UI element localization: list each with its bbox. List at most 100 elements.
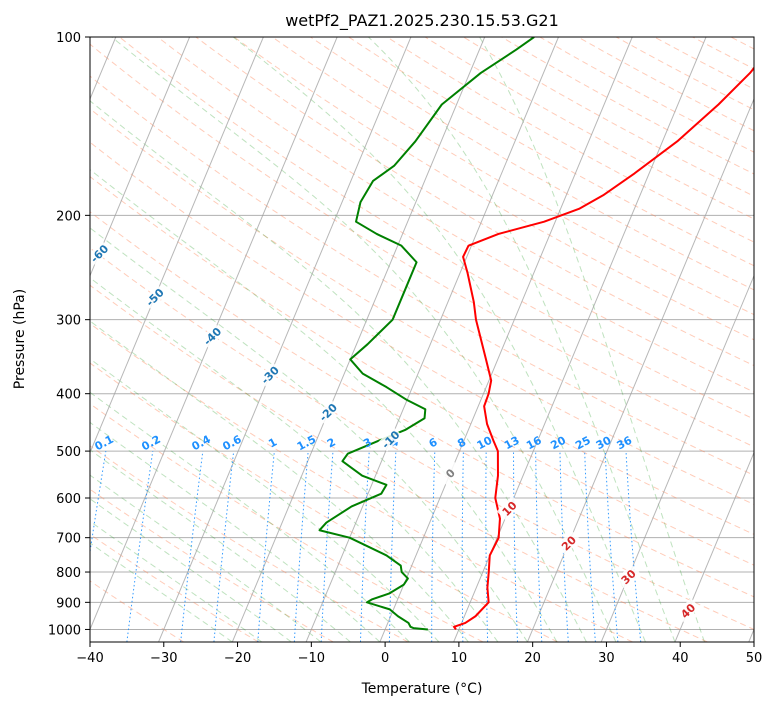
moist-adiabat [90,320,469,642]
mixing-ratio-line [257,451,275,642]
dry-adiabat [90,284,708,642]
isotherm-label-background [437,460,463,486]
dry-adiabat [90,43,754,448]
dry-adiabat [424,37,754,220]
moist-adiabat [90,421,381,642]
dry-adiabat [233,37,754,341]
moist-adiabat [90,474,322,642]
dry-adiabat [119,37,754,420]
moist-adiabat [110,37,617,642]
x-tick-label: −30 [150,651,177,666]
isotherm-label-background [496,495,522,521]
y-tick-label: 1000 [48,623,81,638]
moist-adiabat [90,358,440,642]
moist-adiabat [90,449,351,642]
isotherm-label-background [315,399,341,425]
isotherm-line [90,37,264,454]
isotherm-line [453,37,707,642]
moist-adiabat [90,498,292,642]
y-tick-label: 300 [56,314,81,329]
moist-adiabat [232,37,646,642]
isotherm-line [674,451,754,642]
isotherm-line [231,37,486,642]
dry-adiabat [90,75,754,476]
mixing-ratio-line [213,451,235,642]
isotherm-label-background [142,284,167,310]
mixing-ratio-label: 10 [475,434,495,453]
dry-adiabat [195,37,754,367]
dry-adiabat [271,37,754,316]
dry-adiabat [463,37,754,197]
isotherm-label-background [199,323,225,349]
isotherm-label-background [555,530,581,556]
dry-adiabat [386,37,754,243]
dry-adiabat [90,247,754,630]
y-tick-label: 700 [56,532,81,547]
x-tick-label: −40 [76,651,103,666]
pressure-gridlines [90,37,754,630]
moist-adiabat [367,37,676,642]
dry-adiabat [90,322,633,642]
dry-adiabat [90,211,754,598]
dry-adiabat [539,37,754,153]
dewpoint-profile-line [318,37,535,631]
moist-adiabat [90,542,233,642]
moist-adiabat [90,227,528,642]
chart-title: wetPf2_PAZ1.2025.230.15.53.G21 [285,11,559,31]
plot-frame [89,36,755,643]
x-tick-label: 50 [746,651,763,666]
dry-adiabat [90,488,334,642]
dry-adiabat [90,445,409,642]
mixing-ratio-label: 20 [548,433,568,452]
mixing-ratio-line [90,451,107,555]
moist-adiabat [90,391,410,642]
y-axis-label: Pressure (hPa) [12,289,28,389]
moist-adiabat [90,168,558,642]
y-tick-label: 100 [56,31,81,46]
mixing-ratio-label: 13 [502,434,522,453]
isotherm-line [305,37,559,642]
x-tick-label: 10 [451,651,468,666]
mixing-ratio-label: 30 [594,434,614,453]
x-tick-label: 0 [381,651,389,666]
isotherm-label-background [615,564,641,589]
isotherm-line [600,274,754,642]
isotherm-label-background [257,362,282,388]
mixing-ratio-line [625,451,642,642]
dry-adiabat [90,362,559,642]
isotherm-label-background [90,240,112,266]
x-tick-label: 30 [598,651,615,666]
isotherm-line [158,37,412,642]
mixing-ratio-line [126,451,154,642]
dry-adiabat [348,37,754,267]
x-tick-label: 40 [672,651,689,666]
y-tick-label: 600 [56,492,81,507]
isotherm-line [90,37,191,278]
x-tick-label: −10 [298,651,325,666]
x-tick-label: 20 [524,651,541,666]
dry-adiabat [90,108,754,505]
y-tick-label: 500 [56,445,81,460]
thermodynamic-background-lines [90,37,754,642]
moist-adiabat [90,100,587,642]
dry-adiabat [310,37,754,291]
moist-adiabat [90,520,263,642]
mixing-ratio-label: 36 [615,434,635,453]
isotherm-line [379,37,633,642]
x-axis-label: Temperature (°C) [361,681,483,697]
y-tick-label: 800 [56,566,81,581]
y-tick-label: 400 [56,388,81,403]
y-tick-label: 900 [56,596,81,611]
dry-adiabat [157,37,754,393]
mixing-ratio-label: 16 [524,434,544,453]
y-tick-label: 200 [56,209,81,224]
moist-adiabat [90,277,499,642]
mixing-ratio-line [180,451,204,642]
isotherm-label-background [377,426,403,452]
temperature-profile-line [453,66,754,631]
isotherm-label-background [675,598,701,623]
dry-adiabat [90,175,754,566]
dry-adiabat [501,37,754,175]
mixing-ratio-label: 25 [573,434,593,453]
